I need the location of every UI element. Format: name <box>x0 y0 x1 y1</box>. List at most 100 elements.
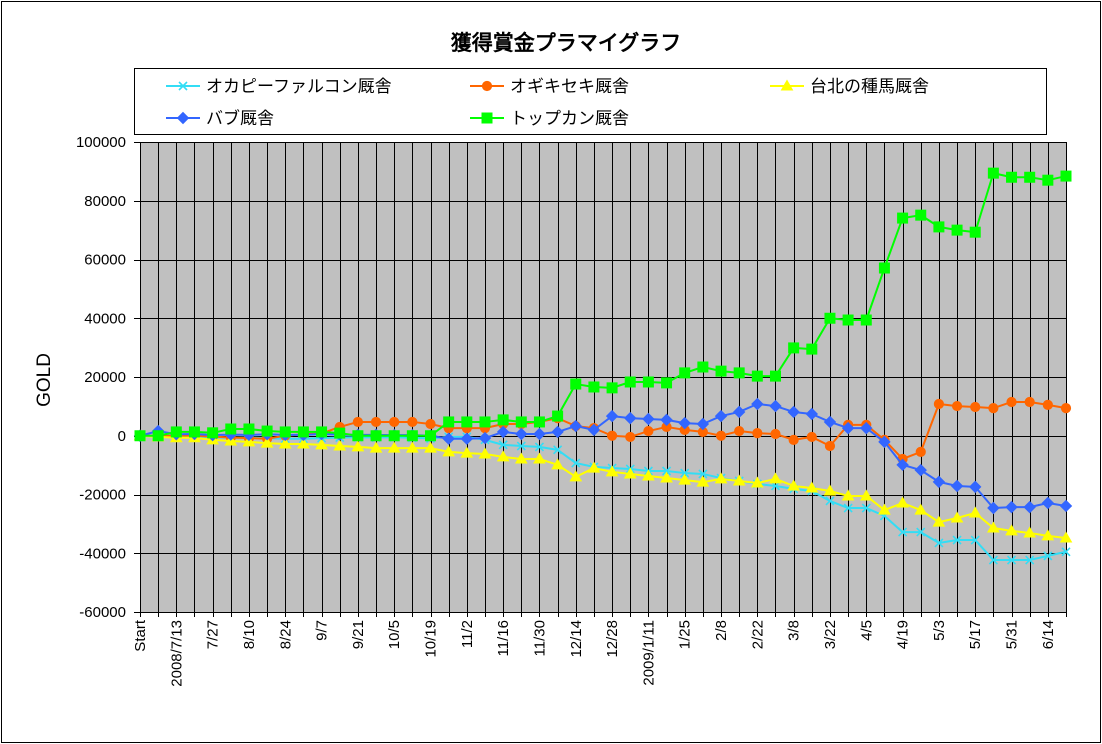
x-axis-tick-labels: Start 2008/7/13 7/27 8/10 8/24 9/7 9/21 10/5 10/… <box>132 619 1057 687</box>
y-tick-label: -60000 <box>79 604 126 621</box>
series-1-point <box>553 445 563 455</box>
series-1 <box>135 431 1071 565</box>
series-5-point <box>915 209 927 221</box>
series-1-point <box>680 468 690 478</box>
series-5-point <box>806 343 818 355</box>
series-3-point <box>769 472 782 484</box>
series-5-point <box>769 370 781 382</box>
series-3-point <box>1041 529 1055 541</box>
series-2-point <box>606 430 618 441</box>
y-tick-label: 100000 <box>76 134 126 151</box>
series-5-point <box>570 378 582 390</box>
x-tick-label: 1/25 <box>677 620 694 649</box>
y-tick-label: -40000 <box>79 545 126 562</box>
series-4-point <box>460 432 474 445</box>
series-2-point <box>407 416 418 428</box>
series-4-point <box>496 425 510 439</box>
series-5-point <box>733 367 745 379</box>
y-tick-label: 60000 <box>84 252 126 269</box>
series-4-point <box>914 463 927 477</box>
series-4-point <box>1041 496 1055 510</box>
series-4-point <box>805 407 819 421</box>
series-5-point <box>261 425 273 437</box>
series-4-point <box>787 405 800 419</box>
series-2-point <box>643 425 654 437</box>
series-3-point <box>351 440 365 452</box>
series-3-point <box>896 496 909 508</box>
series-3-point <box>968 506 982 518</box>
series-5-line <box>140 172 1067 437</box>
series-5-point <box>933 221 945 233</box>
series-3-point <box>315 438 328 450</box>
legend-swatch-marker <box>481 112 493 124</box>
series-1-point <box>898 527 908 537</box>
series-3-point <box>932 515 946 527</box>
series-3-point <box>732 474 746 486</box>
chart-title: 獲得賞金プラマイグラフ <box>451 31 682 55</box>
series-5-point <box>170 426 182 438</box>
series-4-point <box>587 423 601 437</box>
series-5-point <box>188 426 200 438</box>
series-5-point <box>425 430 437 442</box>
series-3-point <box>841 489 855 501</box>
series-2-point <box>1024 396 1035 408</box>
series-1-point <box>534 442 545 452</box>
legend-swatch-marker <box>178 81 188 91</box>
series-3-point <box>569 470 583 482</box>
x-tick-label: 7/27 <box>205 620 222 649</box>
series-5-point <box>334 427 346 439</box>
series-3-point <box>387 441 401 453</box>
series-5-point <box>951 224 963 236</box>
series-5-point <box>606 382 618 394</box>
legend-entry: オギキセキ厩舎 <box>470 77 629 96</box>
series-2-point <box>788 434 799 445</box>
series-4-point <box>841 421 855 435</box>
series-3-point <box>551 458 564 470</box>
y-tick-label: 40000 <box>84 310 126 327</box>
series-4-point <box>932 475 946 489</box>
series-5-point <box>679 367 691 379</box>
series-3-point <box>859 489 873 501</box>
series-2-point <box>806 431 817 443</box>
series-5-point <box>1042 174 1054 186</box>
series-1-point <box>843 503 853 513</box>
x-tick-label: 9/7 <box>314 620 331 641</box>
x-tick-label: 2/8 <box>713 620 730 641</box>
series-1-point <box>952 535 962 545</box>
legend-entry: トップカン厩舎 <box>470 109 629 128</box>
x-tick-label: 11/2 <box>459 620 476 648</box>
series-2-point <box>1060 403 1072 414</box>
series-5-point <box>1024 171 1036 183</box>
series-5-point <box>987 167 999 179</box>
x-tick-label: 2008/7/13 <box>168 620 185 687</box>
series-5-point <box>860 314 872 326</box>
legend-swatch-marker <box>176 111 190 125</box>
series-1-point <box>934 538 944 548</box>
x-tick-label: 5/31 <box>1004 620 1021 649</box>
series-3-point <box>478 447 492 459</box>
y-tick-label: 0 <box>118 428 126 445</box>
series-3-point <box>424 441 437 453</box>
series-5-point <box>352 430 364 442</box>
legend-entry: 台北の種馬厩舎 <box>770 77 929 96</box>
series-3-point <box>950 511 964 523</box>
series-4-point <box>823 415 837 429</box>
series-3-point <box>333 439 347 451</box>
series-5-point <box>751 370 763 382</box>
series-5-point <box>842 314 854 326</box>
legend-box <box>134 68 1047 135</box>
series-4-point <box>1023 500 1036 514</box>
series-5-point <box>479 416 491 428</box>
series-3-point <box>623 467 637 479</box>
series-5-point <box>824 312 836 324</box>
x-tick-label: 6/14 <box>1040 620 1057 649</box>
series-2-point <box>970 401 981 413</box>
series-4-point <box>860 421 873 435</box>
series-4-point <box>878 435 891 449</box>
series-5-point <box>134 430 146 442</box>
series-5-point <box>969 226 981 238</box>
series-3-point <box>714 472 728 484</box>
x-tick-label: 11/16 <box>495 620 512 656</box>
series-5-point <box>878 262 890 274</box>
